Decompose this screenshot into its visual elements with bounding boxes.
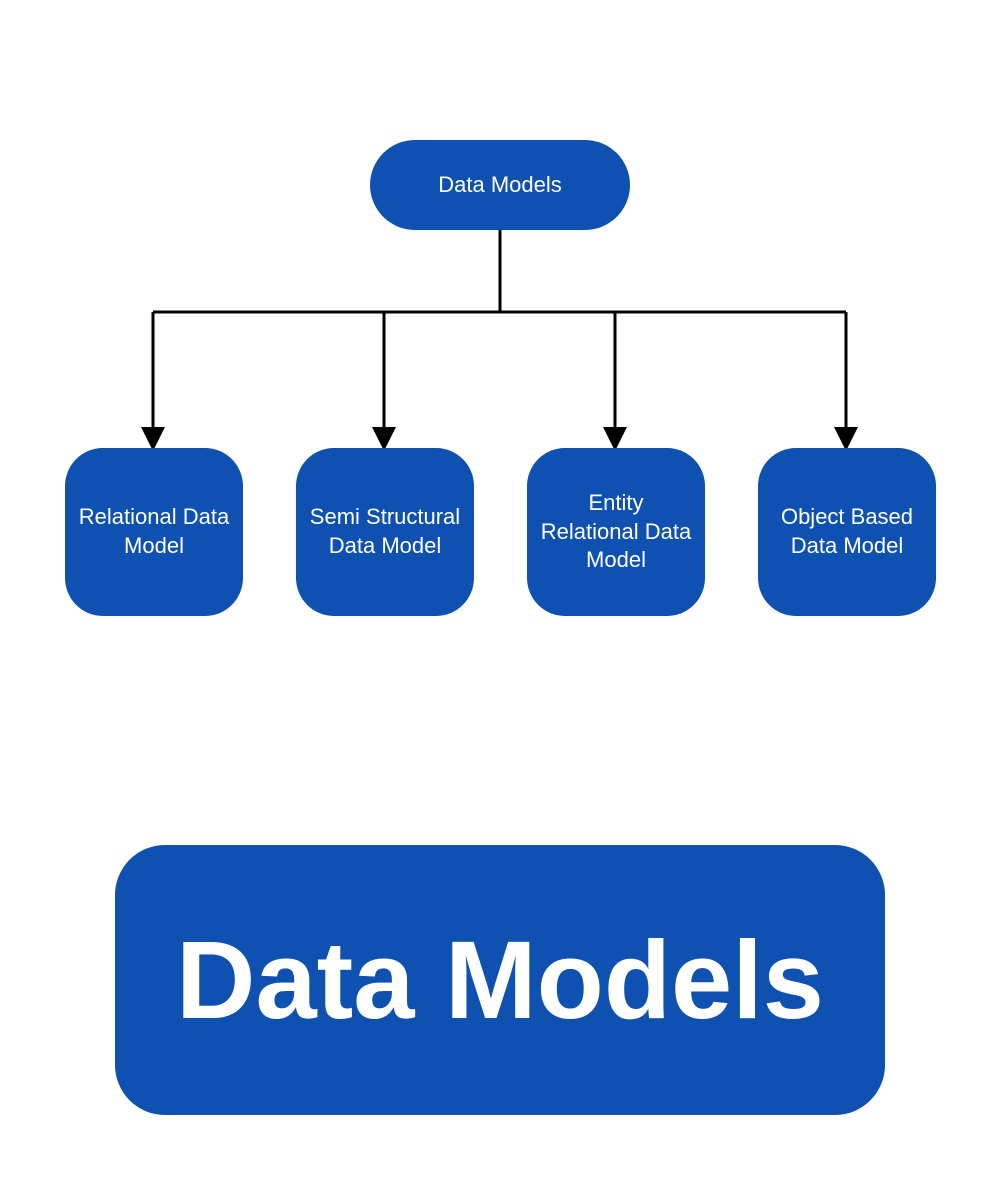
child-node-1: Semi Structural Data Model	[296, 448, 474, 616]
child-node-0: Relational Data Model	[65, 448, 243, 616]
root-label: Data Models	[438, 172, 562, 198]
child-node-3: Object Based Data Model	[758, 448, 936, 616]
child-label-1: Semi Structural Data Model	[306, 503, 464, 560]
child-label-3: Object Based Data Model	[768, 503, 926, 560]
title-label: Data Models	[176, 917, 824, 1044]
child-node-2: Entity Relational Data Model	[527, 448, 705, 616]
root-node: Data Models	[370, 140, 630, 230]
diagram-container: Data Models Relational Data Model Semi St…	[0, 0, 1000, 1200]
child-label-0: Relational Data Model	[75, 503, 233, 560]
child-label-2: Entity Relational Data Model	[537, 489, 695, 575]
title-box: Data Models	[115, 845, 885, 1115]
